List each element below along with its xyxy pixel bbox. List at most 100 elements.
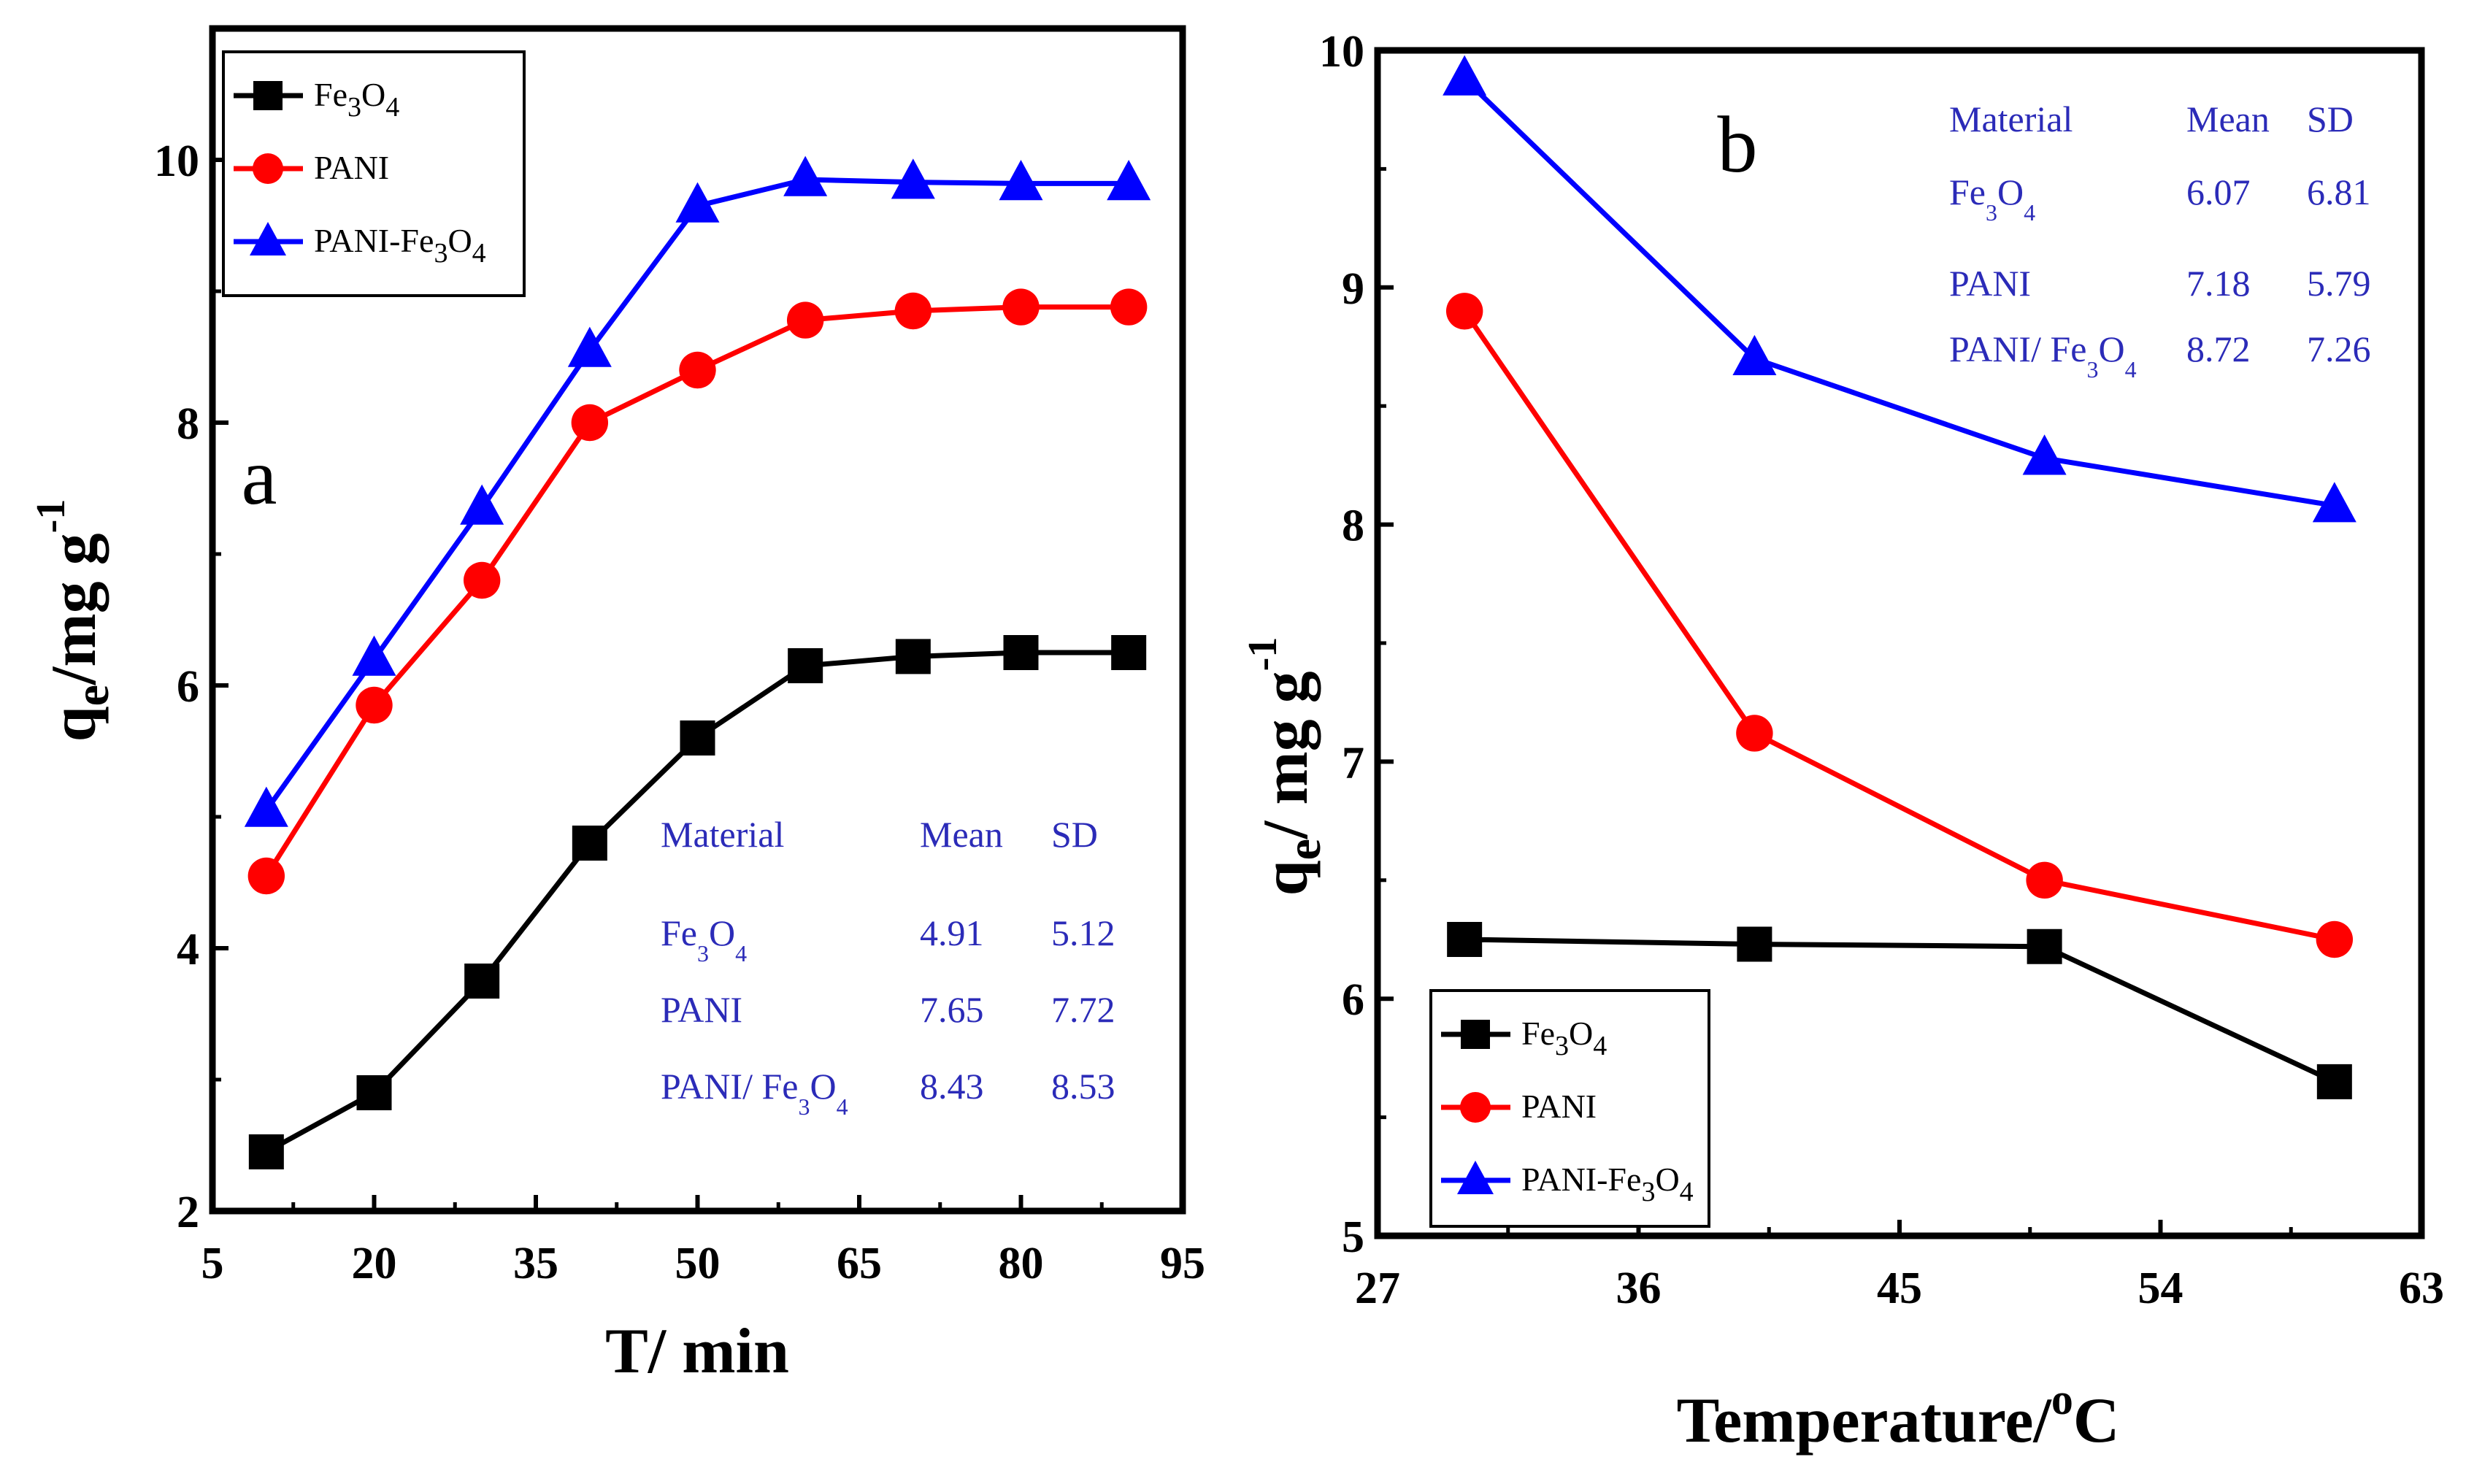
x-tick-label: 5: [201, 1239, 224, 1288]
x-tick-label: 95: [1160, 1239, 1205, 1288]
legend-label: Fe3​O4​: [1521, 1015, 1607, 1061]
marker-circle: [894, 292, 932, 330]
stats-cell: PANI/ Fe3​O4​: [1949, 328, 2137, 382]
marker-circle: [253, 153, 283, 184]
marker-circle: [1460, 1092, 1491, 1123]
y-tick-label: 7: [1342, 738, 1364, 788]
x-axis-label: T/ min: [605, 1316, 789, 1387]
stats-cell: PANI/ Fe3​O4​: [661, 1066, 848, 1120]
stats-cell: 6.81: [2307, 172, 2371, 212]
y-tick-label: 6: [177, 662, 199, 712]
panel-b-chart: 27 36 45 54 63 5 6 7 8 9 10 Fe3​O4​ PANI PANI-Fe3​O4​…: [1240, 27, 2444, 1456]
marker-circle: [356, 686, 393, 724]
y-axis-label: qe/mg g-1: [28, 499, 119, 742]
y-tick-label: 2: [177, 1188, 199, 1237]
x-tick-label: 35: [513, 1239, 558, 1288]
stats-header: Material: [661, 814, 784, 855]
series-line-PANI: [1462, 310, 2335, 942]
marker-triangle: [567, 326, 612, 367]
x-tick-label: 54: [2138, 1264, 2183, 1313]
y-tick-label: 9: [1342, 264, 1364, 314]
stats-header: Mean: [2186, 99, 2270, 139]
series-line-Fe3O4: [1464, 937, 2336, 1085]
plot-frame: [209, 25, 1186, 1215]
y-tick-label: 8: [1342, 501, 1364, 551]
x-tick-label: 45: [1877, 1264, 1922, 1313]
marker-square: [2316, 1064, 2352, 1099]
stats-header: Material: [1949, 99, 2073, 139]
stats-header: SD: [1051, 814, 1098, 855]
y-tick-label: 10: [154, 137, 199, 186]
marker-square: [253, 81, 283, 110]
stats-cell: 8.53: [1051, 1066, 1115, 1107]
stats-cell: PANI: [661, 989, 742, 1030]
marker-triangle: [352, 635, 396, 676]
marker-triangle: [2312, 482, 2356, 523]
marker-circle: [2026, 861, 2063, 899]
legend-label: PANI: [1521, 1088, 1597, 1125]
x-tick-label: 63: [2399, 1264, 2444, 1313]
x-axis-label: Temperature/oC: [1677, 1375, 2120, 1456]
stats-header: Mean: [920, 814, 1003, 855]
legend: Fe3​O4​ PANI PANI-Fe3​O4​: [1429, 989, 1710, 1228]
marker-triangle: [783, 155, 828, 196]
marker-square: [680, 720, 715, 756]
marker-square: [1737, 926, 1772, 962]
legend: Fe3​O4​ PANI PANI-Fe3​O4​: [222, 50, 526, 297]
marker-triangle: [891, 158, 935, 199]
legend-label: PANI-Fe3​O4​: [314, 222, 486, 269]
marker-square: [572, 826, 607, 861]
series-line-PANI: [264, 304, 1129, 877]
marker-circle: [571, 404, 609, 442]
stats-cell: 8.72: [2186, 328, 2251, 369]
stats-cell: 6.07: [2186, 172, 2251, 212]
stats-cell: 7.65: [920, 989, 984, 1030]
marker-triangle: [2022, 434, 2067, 475]
x-tick-label: 27: [1355, 1264, 1400, 1313]
marker-triangle: [244, 786, 288, 827]
marker-square: [1003, 635, 1039, 670]
marker-square: [248, 1134, 284, 1169]
marker-triangle: [1457, 1161, 1494, 1194]
marker-square: [464, 964, 500, 999]
y-tick-label: 10: [1319, 27, 1364, 77]
marker-circle: [247, 857, 285, 895]
legend-label: Fe3​O4​: [314, 76, 399, 123]
stats-cell: 7.72: [1051, 989, 1115, 1030]
marker-circle: [1736, 715, 1773, 752]
marker-square: [356, 1075, 392, 1110]
stats-cell: 7.26: [2307, 328, 2371, 369]
legend-label: PANI: [314, 149, 389, 186]
series-line-PANI-Fe3O4: [1462, 77, 2335, 509]
marker-square: [2027, 929, 2062, 964]
stats-cell: 7.18: [2186, 263, 2251, 304]
marker-triangle: [1443, 55, 1487, 96]
marker-triangle: [999, 160, 1043, 201]
plot-frame: [1374, 47, 2425, 1239]
marker-circle: [2316, 920, 2354, 958]
x-tick-label: 80: [999, 1239, 1044, 1288]
stats-cell: Fe3​O4​: [661, 912, 747, 966]
x-tick-label: 50: [675, 1239, 721, 1288]
marker-triangle: [1732, 334, 1777, 376]
marker-triangle: [1107, 160, 1151, 201]
marker-triangle: [460, 484, 504, 525]
y-tick-label: 4: [177, 925, 199, 974]
marker-square: [1461, 1020, 1490, 1049]
stats-cell: 5.12: [1051, 912, 1115, 953]
y-tick-label: 8: [177, 399, 199, 449]
marker-circle: [786, 301, 824, 339]
x-tick-label: 65: [837, 1239, 882, 1288]
marker-circle: [1002, 288, 1040, 326]
marker-circle: [1110, 288, 1148, 326]
marker-square: [1111, 635, 1147, 670]
marker-circle: [679, 351, 716, 389]
stats-cell: 8.43: [920, 1066, 984, 1107]
marker-square: [1447, 922, 1483, 957]
x-tick-label: 20: [352, 1239, 397, 1288]
marker-circle: [1445, 293, 1483, 330]
stats-cell: Fe3​O4​: [1949, 172, 2035, 226]
panel-label: b: [1718, 100, 1758, 189]
stats-table: Material Mean SD Fe3​O4​ 4.91 5.12 PANI 7.65 7.7…: [661, 814, 1115, 1120]
y-tick-label: 6: [1342, 975, 1364, 1025]
